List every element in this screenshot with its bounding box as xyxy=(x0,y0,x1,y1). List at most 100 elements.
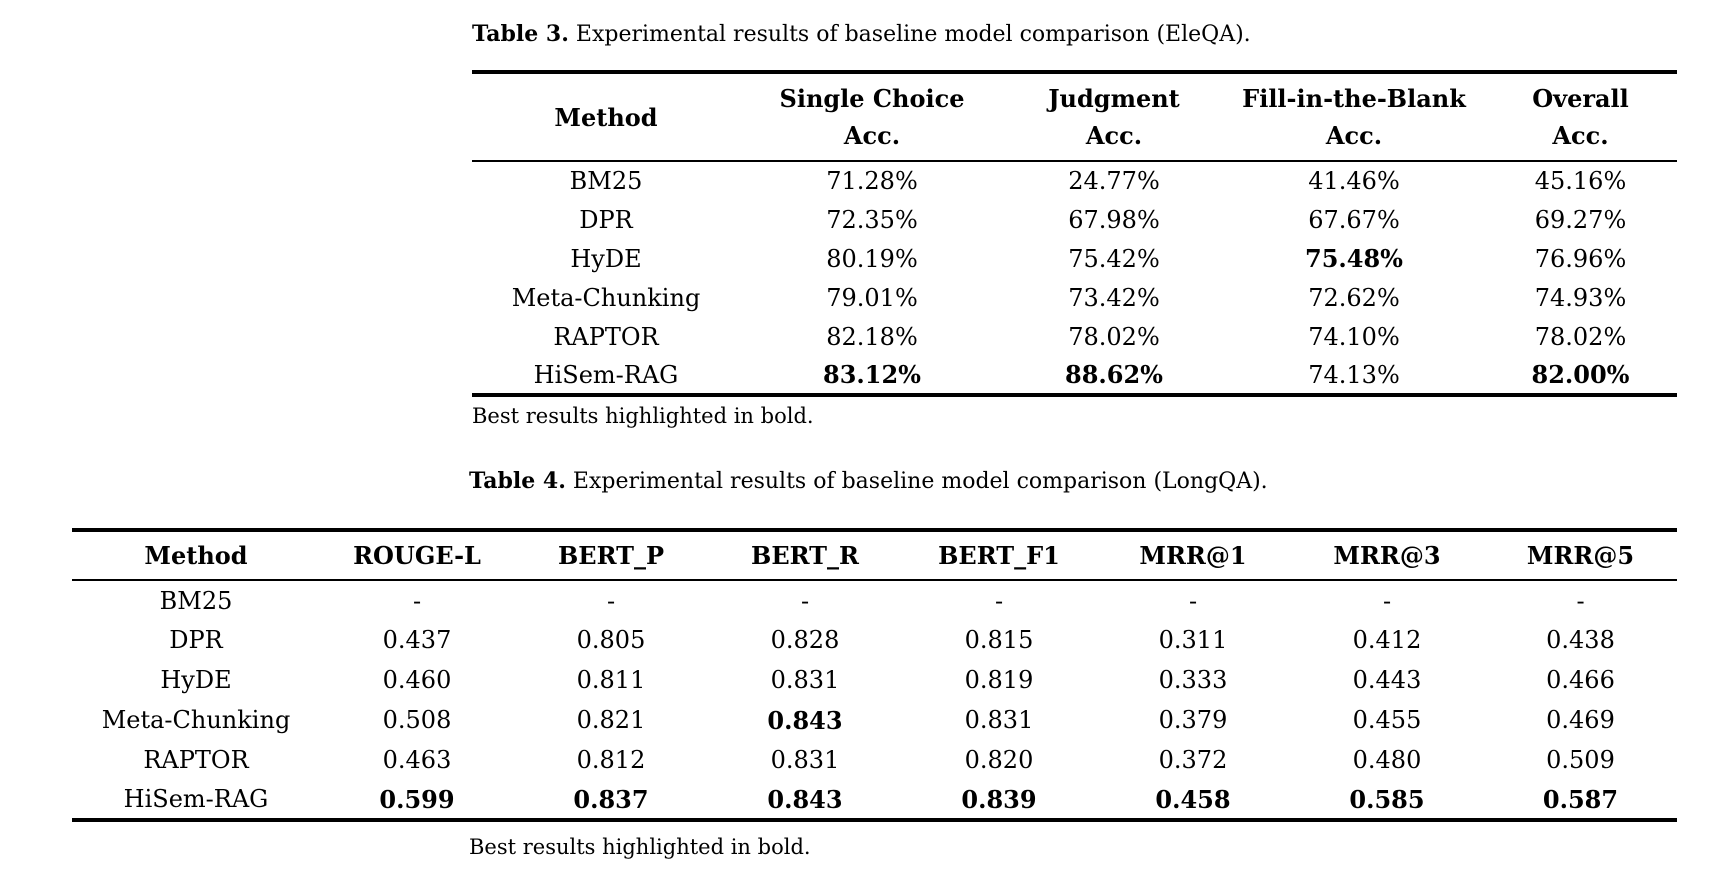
value-cell: 0.812 xyxy=(576,746,646,774)
table4-caption: Table 4. Experimental results of baselin… xyxy=(469,467,1268,496)
method-cell: HiSem-RAG xyxy=(123,785,269,813)
column-header: Single Choice Acc. xyxy=(740,72,1004,162)
method-cell: DPR xyxy=(169,626,223,654)
value-cell: 0.819 xyxy=(964,666,1034,694)
column-header: Overall Acc. xyxy=(1484,72,1677,162)
value-cell: 0.443 xyxy=(1352,666,1422,694)
value-cell: 0.311 xyxy=(1158,626,1228,654)
column-header: Method xyxy=(72,530,320,581)
value-cell: 75.48% xyxy=(1305,244,1403,273)
value-cell: 0.837 xyxy=(573,784,649,814)
value-cell: 0.585 xyxy=(1349,784,1425,814)
value-cell: 0.843 xyxy=(767,705,843,735)
table-row: Meta-Chunking 0.508 0.821 0.843 0.831 0.379 0.… xyxy=(72,700,1677,740)
value-cell: 82.00% xyxy=(1531,360,1630,389)
table4-longqa-results: Method ROUGE-L BERT_P BERT_R BERT_F1 MRR@1 MRR… xyxy=(72,528,1677,822)
value-cell: 88.62% xyxy=(1065,360,1163,389)
method-cell: DPR xyxy=(579,205,633,234)
table4-caption-label: Table 4. xyxy=(469,468,566,494)
value-cell: 0.831 xyxy=(770,666,840,694)
value-cell: - xyxy=(1382,586,1392,615)
table3-footnote: Best results highlighted in bold. xyxy=(472,404,814,428)
value-cell: 78.02% xyxy=(1068,322,1160,351)
value-cell: 73.42% xyxy=(1068,283,1160,312)
table3-caption-text: Experimental results of baseline model c… xyxy=(575,22,1251,47)
value-cell: 72.62% xyxy=(1308,283,1400,312)
value-cell: - xyxy=(1576,586,1585,615)
value-cell: 74.93% xyxy=(1534,283,1627,312)
value-cell: 0.412 xyxy=(1352,626,1422,654)
table-row: BM25 - - - - - - - xyxy=(72,580,1677,620)
table4-body: BM25 - - - - - - - DPR 0.437 0.805 0.828 0.815 0.311 0… xyxy=(72,580,1677,820)
method-cell: HyDE xyxy=(570,244,642,273)
column-header: BERT_P xyxy=(514,530,708,581)
table3-body: BM25 71.28% 24.77% 41.46% 45.16% DPR 72.35% 67.… xyxy=(472,161,1677,395)
column-header: MRR@3 xyxy=(1290,530,1484,581)
value-cell: 75.42% xyxy=(1068,244,1160,273)
column-header: Judgment Acc. xyxy=(1004,72,1224,162)
table-row: DPR 0.437 0.805 0.828 0.815 0.311 0.412 0.438 xyxy=(72,620,1677,660)
value-cell: 67.98% xyxy=(1068,205,1160,234)
value-cell: 0.466 xyxy=(1546,666,1615,694)
value-cell: 0.811 xyxy=(576,666,646,694)
value-cell: 71.28% xyxy=(826,167,918,195)
value-cell: 0.379 xyxy=(1158,706,1228,734)
value-cell: 78.02% xyxy=(1534,322,1627,351)
value-cell: 80.19% xyxy=(826,244,918,273)
value-cell: 0.839 xyxy=(961,784,1037,814)
column-header: Fill-in-the-Blank Acc. xyxy=(1224,72,1484,162)
value-cell: 0.805 xyxy=(576,626,646,654)
table-row: RAPTOR 82.18% 78.02% 74.10% 78.02% xyxy=(472,317,1677,356)
value-cell: - xyxy=(994,586,1004,615)
value-cell: 41.46% xyxy=(1308,167,1400,195)
table4-footnote: Best results highlighted in bold. xyxy=(469,835,811,859)
value-cell: 0.333 xyxy=(1158,666,1228,694)
table4-caption-text: Experimental results of baseline model c… xyxy=(572,469,1268,494)
method-cell: Meta-Chunking xyxy=(101,706,291,734)
method-cell: RAPTOR xyxy=(143,746,249,774)
value-cell: 24.77% xyxy=(1068,167,1160,195)
value-cell: 0.831 xyxy=(770,746,840,774)
value-cell: 0.599 xyxy=(379,784,455,814)
method-cell: BM25 xyxy=(159,586,233,615)
method-cell: BM25 xyxy=(569,167,643,195)
value-cell: 0.458 xyxy=(1155,784,1231,814)
value-cell: - xyxy=(412,586,422,615)
method-cell: RAPTOR xyxy=(553,322,659,351)
value-cell: 0.455 xyxy=(1352,706,1422,734)
column-header: ROUGE-L xyxy=(320,530,514,581)
value-cell: 0.372 xyxy=(1158,746,1228,774)
column-header: BERT_R xyxy=(708,530,902,581)
value-cell: 0.828 xyxy=(770,626,840,654)
value-cell: 74.13% xyxy=(1308,360,1400,389)
value-cell: 0.460 xyxy=(382,666,452,694)
value-cell: 45.16% xyxy=(1534,167,1627,195)
table-row: HyDE 0.460 0.811 0.831 0.819 0.333 0.443 0.466 xyxy=(72,660,1677,700)
value-cell: 0.480 xyxy=(1352,746,1422,774)
table3-caption: Table 3. Experimental results of baselin… xyxy=(472,20,1251,49)
table4-header: Method ROUGE-L BERT_P BERT_R BERT_F1 MRR@1 MRR… xyxy=(72,530,1677,581)
value-cell: - xyxy=(1188,586,1198,615)
column-header-subline: Acc. xyxy=(1552,121,1609,150)
value-cell: 79.01% xyxy=(826,283,918,312)
table-row: DPR 72.35% 67.98% 67.67% 69.27% xyxy=(472,200,1677,239)
value-cell: 0.587 xyxy=(1542,784,1619,814)
method-cell: HyDE xyxy=(160,666,232,694)
table-row: BM25 71.28% 24.77% 41.46% 45.16% xyxy=(472,161,1677,200)
value-cell: - xyxy=(606,586,616,615)
value-cell: 69.27% xyxy=(1534,205,1627,234)
value-cell: 82.18% xyxy=(826,322,918,351)
value-cell: 0.843 xyxy=(767,784,843,814)
value-cell: - xyxy=(800,586,810,615)
table-row: HiSem-RAG 83.12% 88.62% 74.13% 82.00% xyxy=(472,356,1677,395)
method-cell: HiSem-RAG xyxy=(533,360,679,389)
value-cell: 72.35% xyxy=(826,205,918,234)
value-cell: 0.820 xyxy=(964,746,1034,774)
column-header-subline: Acc. xyxy=(843,121,901,150)
value-cell: 0.437 xyxy=(382,626,452,654)
column-header: BERT_F1 xyxy=(902,530,1096,581)
column-header-subline: Acc. xyxy=(1085,121,1143,150)
value-cell: 0.509 xyxy=(1546,746,1615,774)
table-row: RAPTOR 0.463 0.812 0.831 0.820 0.372 0.480 0.50… xyxy=(72,740,1677,780)
